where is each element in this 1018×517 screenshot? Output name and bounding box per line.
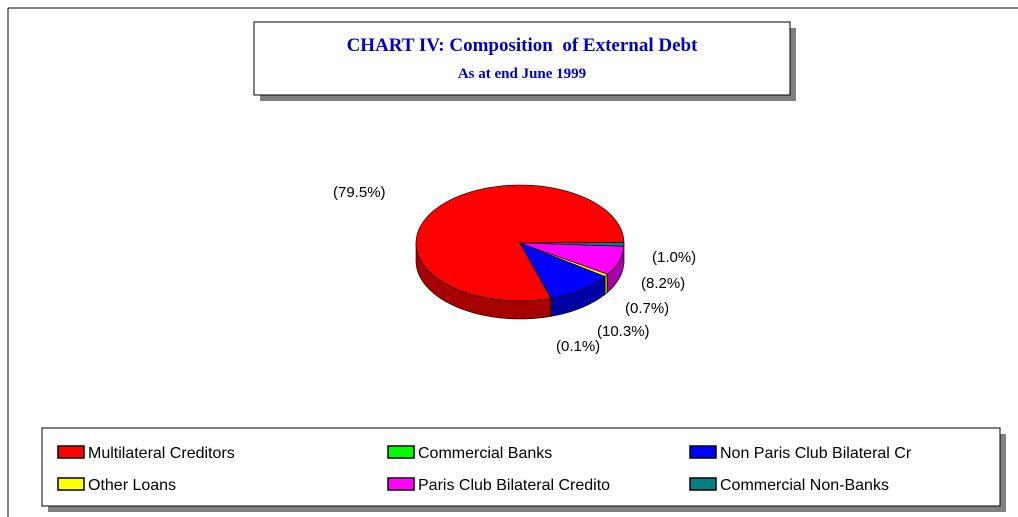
- data-label: (10.3%): [597, 323, 650, 340]
- legend-label: Paris Club Bilateral Credito: [418, 477, 610, 494]
- legend-swatch: [689, 477, 717, 491]
- chart-title: CHART IV: Composition of External Debt: [347, 35, 699, 56]
- legend-swatch: [57, 477, 85, 491]
- data-label: (79.5%): [333, 184, 386, 201]
- legend-swatch: [387, 477, 415, 491]
- legend-swatch: [57, 445, 85, 459]
- legend-box: [41, 427, 1001, 507]
- pie-slice: [519, 242, 625, 247]
- data-label: (8.2%): [641, 275, 685, 292]
- legend-label: Commercial Banks: [418, 445, 552, 462]
- data-label: (0.1%): [556, 338, 600, 355]
- legend-label: Commercial Non-Banks: [720, 477, 889, 494]
- legend-swatch: [689, 445, 717, 459]
- chart-subtitle: As at end June 1999: [458, 66, 586, 82]
- title-box: [253, 21, 791, 96]
- data-label: (0.7%): [625, 300, 669, 317]
- data-label: (1.0%): [652, 249, 696, 266]
- legend-label: Multilateral Creditors: [88, 445, 235, 462]
- legend-label: Other Loans: [88, 477, 176, 494]
- pie-slice: [519, 242, 625, 275]
- legend-swatch: [387, 445, 415, 459]
- slice-side: [604, 273, 608, 296]
- legend-label: Non Paris Club Bilateral Cr: [720, 445, 912, 462]
- pie-slice: [519, 242, 606, 299]
